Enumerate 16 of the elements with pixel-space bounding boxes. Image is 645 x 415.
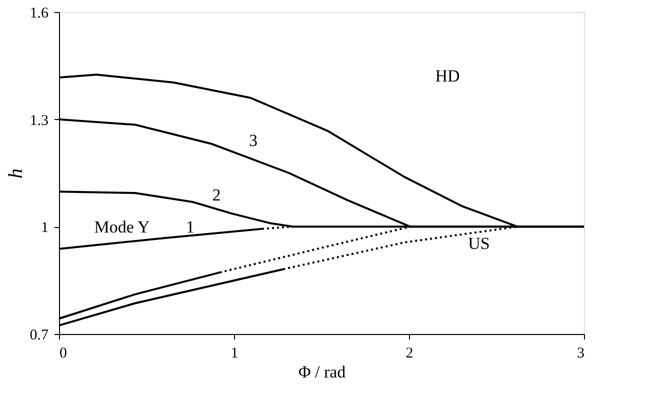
- x-axis-title: Φ / rad: [298, 362, 346, 382]
- y-tick-label: 1.6: [30, 6, 49, 22]
- annotation: US: [468, 234, 490, 253]
- annotation: 3: [249, 130, 258, 150]
- y-tick-label: 1: [41, 220, 48, 236]
- annotation: HD: [435, 66, 460, 86]
- y-tick-label: 1.3: [30, 112, 48, 129]
- x-tick-label: 1: [230, 346, 238, 362]
- y-axis-title: h: [4, 168, 27, 178]
- y-tick-label: 0.7: [30, 328, 49, 344]
- x-tick-label: 3: [577, 346, 584, 362]
- x-tick-label: 0: [60, 346, 67, 362]
- x-tick-label: 2: [406, 346, 414, 362]
- annotation: Mode Y: [94, 218, 150, 237]
- annotation: 1: [186, 218, 194, 237]
- annotation: 2: [212, 186, 221, 205]
